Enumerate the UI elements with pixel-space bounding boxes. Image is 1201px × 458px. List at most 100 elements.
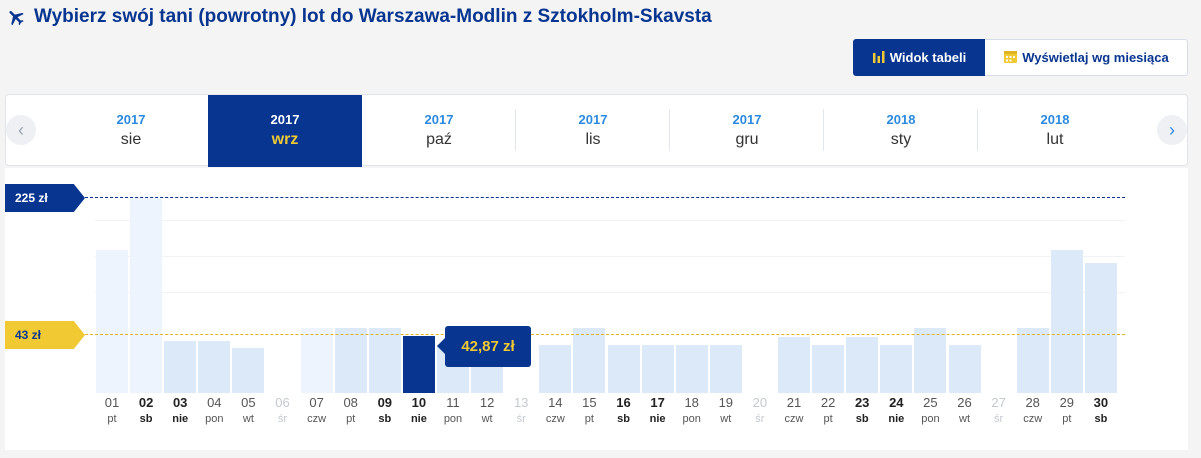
price-bar[interactable] [368,328,401,393]
min-price-line [85,334,1125,335]
month-year: 2017 [578,112,608,127]
fare-chart: 225 zł 43 zł 01 pt 02 sb 03 nie 04 pon 05 wt 06 śr 0… [5,168,1188,450]
day-number: 26 [957,395,972,410]
price-bar[interactable] [846,337,879,393]
day-label[interactable]: 08 pt [334,395,368,427]
price-bar[interactable] [607,345,640,393]
day-number: 11 [446,395,460,410]
day-number: 27 [991,395,1006,410]
day-label: 20 śr [743,395,777,427]
day-number: 08 [343,395,358,410]
day-weekday: pt [1062,413,1072,425]
day-number: 29 [1059,395,1075,410]
month-tab-sty[interactable]: 2018 sty [824,95,978,167]
gridline [95,256,1125,257]
day-label[interactable]: 07 czw [300,395,334,427]
day-number: 30 [1093,395,1109,410]
month-name: paź [426,131,452,148]
table-view-button[interactable]: Widok tabeli [853,39,985,76]
month-tab-sie[interactable]: 2017 sie [54,95,208,167]
month-view-button[interactable]: Wyświetlaj wg miesiąca [985,39,1188,76]
price-bar[interactable] [948,345,981,393]
day-number: 24 [889,395,904,410]
month-tab-lis[interactable]: 2017 lis [516,95,670,167]
prev-month-button[interactable]: ‹ [6,115,36,145]
day-label[interactable]: 17 nie [641,395,675,427]
day-label[interactable]: 18 pon [675,395,709,427]
day-number: 18 [684,395,699,410]
price-bar[interactable] [880,345,913,393]
day-number: 01 [104,395,120,410]
price-bar[interactable] [1084,263,1117,393]
day-number: 21 [786,395,802,410]
price-bar[interactable] [96,250,128,393]
month-tab-lut[interactable]: 2018 lut [978,95,1132,167]
day-label[interactable]: 03 nie [163,395,197,427]
day-label[interactable]: 09 sb [368,395,402,427]
table-view-label: Widok tabeli [889,50,967,65]
day-label[interactable]: 23 sb [845,395,879,427]
day-label[interactable]: 12 wt [470,395,504,427]
day-label[interactable]: 26 wt [948,395,982,427]
day-number: 13 [513,395,529,410]
month-tab-wrz[interactable]: 2017 wrz [208,95,362,167]
price-bar[interactable] [641,345,674,393]
day-label[interactable]: 28 czw [1016,395,1050,427]
price-bar[interactable] [573,328,606,393]
day-label[interactable]: 04 pon [197,395,231,427]
day-label[interactable]: 24 nie [879,395,913,427]
day-number: 03 [172,395,188,410]
day-label[interactable]: 10 nie [402,395,436,427]
day-weekday: nie [172,413,189,425]
next-month-button[interactable]: › [1157,115,1187,145]
day-label[interactable]: 02 sb [129,395,163,427]
day-weekday: sb [617,413,630,425]
price-bar[interactable] [778,337,810,393]
day-weekday: sb [378,413,392,425]
day-weekday: pon [682,413,701,425]
price-bar[interactable] [334,328,367,393]
price-bar[interactable] [300,328,333,393]
day-label[interactable]: 01 pt [95,395,129,427]
price-bar[interactable] [675,345,708,393]
gridline [95,292,1125,293]
month-year: 2017 [424,112,454,127]
price-bar[interactable] [539,345,572,393]
month-year: 2017 [732,112,762,127]
day-label[interactable]: 19 wt [709,395,743,427]
price-bar[interactable] [914,328,947,393]
day-number: 23 [854,395,870,410]
day-label[interactable]: 15 pt [572,395,606,427]
price-bar[interactable] [709,345,742,393]
day-label[interactable]: 22 pt [811,395,845,427]
selected-bar[interactable] [402,336,435,393]
month-tab-gru[interactable]: 2017 gru [670,95,824,167]
price-tooltip: 42,87 zł [437,326,531,367]
day-number: 17 [650,395,665,410]
day-label: 06 śr [266,395,300,427]
day-label[interactable]: 14 czw [538,395,572,427]
price-bar[interactable] [130,198,163,393]
month-selector: ‹ 2017 sie 2017 wrz 2017 paź 2017 lis 2017 gru 201… [5,94,1188,167]
day-label[interactable]: 30 sb [1084,395,1118,427]
day-label[interactable]: 16 sb [607,395,641,427]
month-name: lut [1046,131,1064,148]
price-bar[interactable] [164,341,197,393]
day-number: 07 [309,395,324,410]
price-bar[interactable] [198,341,231,393]
price-bar[interactable] [232,348,265,393]
day-label[interactable]: 05 wt [231,395,265,427]
day-weekday: pon [443,413,463,425]
day-label[interactable]: 21 czw [777,395,811,427]
day-label: 13 śr [504,395,538,427]
day-label[interactable]: 29 pt [1050,395,1084,427]
day-label[interactable]: 25 pon [913,395,947,427]
day-label[interactable]: 11 pon [436,395,470,427]
month-tab-paź[interactable]: 2017 paź [362,95,516,167]
day-label: 27 śr [982,395,1016,427]
month-year: 2018 [1040,112,1070,127]
price-bar[interactable] [812,345,845,393]
price-bar[interactable] [1016,328,1049,393]
day-number: 22 [820,395,836,410]
price-bar[interactable] [1050,250,1083,393]
